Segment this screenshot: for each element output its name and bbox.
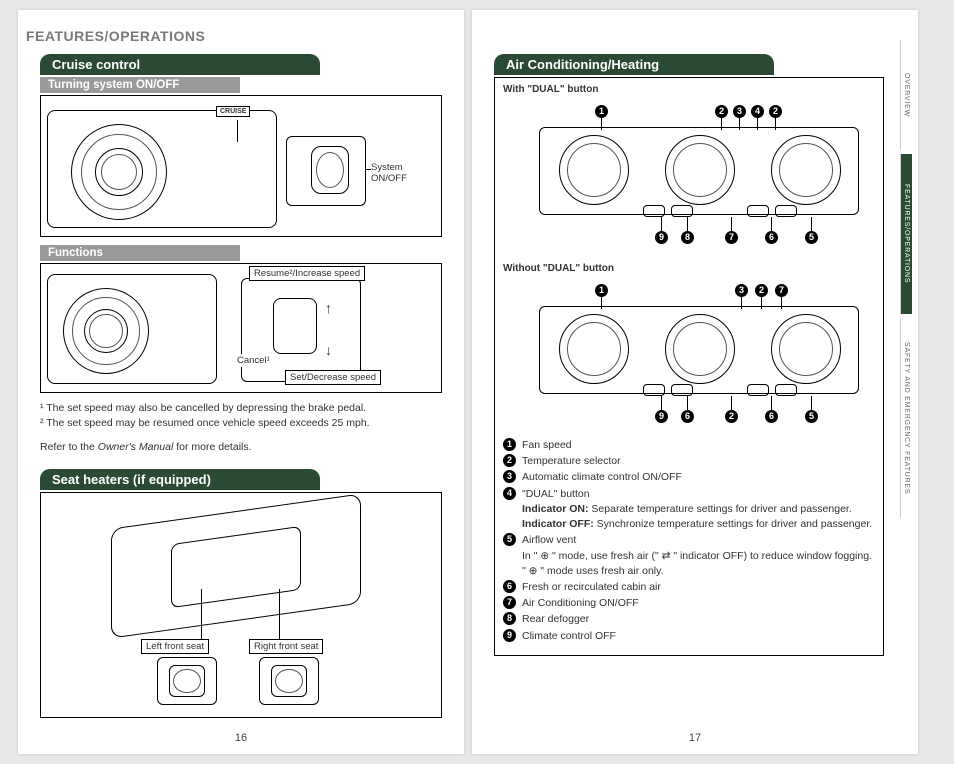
callout-badge: 6 xyxy=(765,231,778,244)
legend-text: Temperature selector xyxy=(522,454,875,469)
legend-badge: 2 xyxy=(503,454,516,467)
callout-badge: 5 xyxy=(805,231,818,244)
cruise-badge: CRUISE xyxy=(216,106,250,117)
legend-badge: 5 xyxy=(503,533,516,546)
legend-text: "DUAL" buttonIndicator ON: Separate temp… xyxy=(522,487,875,533)
footnote-1: ¹ The set speed may also be cancelled by… xyxy=(40,401,442,416)
legend-row: 5 Airflow ventIn " ⊕ " mode, use fresh ai… xyxy=(503,533,875,579)
callout-badge: 9 xyxy=(655,231,668,244)
label-left-seat: Left front seat xyxy=(141,639,209,654)
legend-badge: 6 xyxy=(503,580,516,593)
legend-row: 1 Fan speed xyxy=(503,438,875,453)
page-number-left: 16 xyxy=(18,732,464,744)
legend-badge: 9 xyxy=(503,629,516,642)
callout-badge: 5 xyxy=(805,410,818,423)
callout-badge: 6 xyxy=(681,410,694,423)
callout-badge: 9 xyxy=(655,410,668,423)
legend-badge: 7 xyxy=(503,596,516,609)
label-cancel: Cancel¹ xyxy=(233,354,274,367)
callout-badge: 2 xyxy=(715,105,728,118)
label-set: Set/Decrease speed xyxy=(285,370,381,385)
footnote-2: ² The set speed may be resumed once vehi… xyxy=(40,416,442,431)
side-tab[interactable]: OVERVIEW xyxy=(900,40,912,150)
callout-badge: 4 xyxy=(751,105,764,118)
label-right-seat: Right front seat xyxy=(249,639,323,654)
legend-badge: 4 xyxy=(503,487,516,500)
cruise-figure-1: CRUISE System ON/OFF xyxy=(40,95,442,237)
legend-badge: 1 xyxy=(503,438,516,451)
legend-text: Airflow ventIn " ⊕ " mode, use fresh air… xyxy=(522,533,875,579)
legend-text: Fan speed xyxy=(522,438,875,453)
page-right: Air Conditioning/Heating With "DUAL" but… xyxy=(472,10,918,754)
ac-legend: 1 Fan speed 2 Temperature selector 3 Automati… xyxy=(503,438,875,644)
callout-badge: 1 xyxy=(595,105,608,118)
cruise-title: Cruise control xyxy=(40,54,320,75)
heaters-figure: Left front seat Right front seat xyxy=(40,492,442,718)
section-header: FEATURES/OPERATIONS xyxy=(18,10,464,44)
legend-text: Rear defogger xyxy=(522,612,875,627)
ac-title: Air Conditioning/Heating xyxy=(494,54,774,75)
ac-panel-container: With "DUAL" button 1234298765 Without "D… xyxy=(494,77,884,656)
callout-badge: 8 xyxy=(681,231,694,244)
callout-badge: 2 xyxy=(769,105,782,118)
without-dual-label: Without "DUAL" button xyxy=(503,263,875,274)
legend-row: 4 "DUAL" buttonIndicator ON: Separate tem… xyxy=(503,487,875,533)
legend-row: 2 Temperature selector xyxy=(503,454,875,469)
callout-badge: 7 xyxy=(725,231,738,244)
page-left: FEATURES/OPERATIONS Cruise control Turni… xyxy=(18,10,464,754)
legend-text: Climate control OFF xyxy=(522,629,875,644)
side-tab[interactable]: FEATURES/OPERATIONS xyxy=(900,154,912,314)
legend-badge: 3 xyxy=(503,470,516,483)
legend-row: 8 Rear defogger xyxy=(503,612,875,627)
cruise-figure-2: ↑ ↓ Resume²/Increase speed Cancel¹ Set/D… xyxy=(40,263,442,393)
callout-badge: 2 xyxy=(755,284,768,297)
legend-row: 3 Automatic climate control ON/OFF xyxy=(503,470,875,485)
cruise-sub-onoff: Turning system ON/OFF xyxy=(40,77,240,93)
callout-badge: 1 xyxy=(595,284,608,297)
legend-badge: 8 xyxy=(503,612,516,625)
callout-badge: 6 xyxy=(765,410,778,423)
page-number-right: 17 xyxy=(472,732,918,744)
legend-row: 7 Air Conditioning ON/OFF xyxy=(503,596,875,611)
with-dual-label: With "DUAL" button xyxy=(503,84,875,95)
cruise-sub-functions: Functions xyxy=(40,245,240,261)
refer-note: Refer to the Owner's Manual for more det… xyxy=(40,440,442,455)
callout-badge: 3 xyxy=(733,105,746,118)
legend-text: Air Conditioning ON/OFF xyxy=(522,596,875,611)
callout-badge: 7 xyxy=(775,284,788,297)
legend-text: Fresh or recirculated cabin air xyxy=(522,580,875,595)
callout-badge: 2 xyxy=(725,410,738,423)
label-system-onoff: System ON/OFF xyxy=(371,162,441,184)
legend-text: Automatic climate control ON/OFF xyxy=(522,470,875,485)
heaters-title: Seat heaters (if equipped) xyxy=(40,469,320,490)
legend-row: 6 Fresh or recirculated cabin air xyxy=(503,580,875,595)
side-tab[interactable]: SAFETY AND EMERGENCY FEATURES xyxy=(900,318,912,518)
label-resume: Resume²/Increase speed xyxy=(249,266,365,281)
legend-row: 9 Climate control OFF xyxy=(503,629,875,644)
callout-badge: 3 xyxy=(735,284,748,297)
ac-panel-dual: 1234298765 xyxy=(503,99,875,249)
ac-panel-nodual: 132796265 xyxy=(503,278,875,428)
side-tabs: OVERVIEW FEATURES/OPERATIONS SAFETY AND EM… xyxy=(900,40,918,730)
